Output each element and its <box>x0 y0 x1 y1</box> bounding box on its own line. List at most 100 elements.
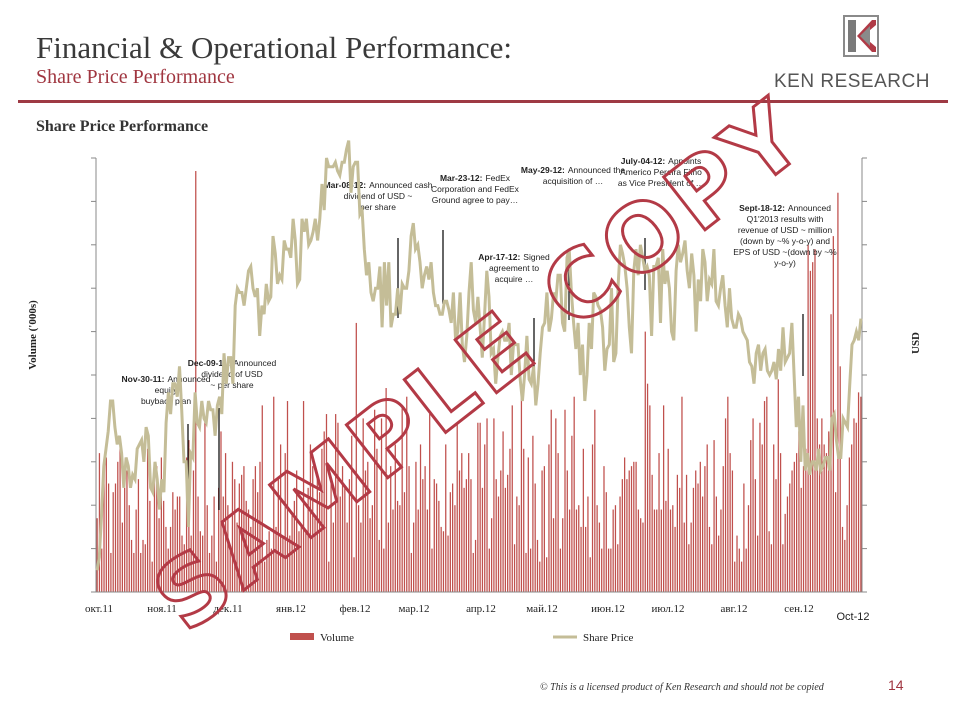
volume-bar <box>394 444 396 592</box>
volume-bar <box>637 509 640 592</box>
volume-bar <box>195 171 197 592</box>
volume-bar <box>582 448 584 592</box>
volume-bar <box>541 470 543 592</box>
volume-bar <box>724 418 727 592</box>
volume-bar <box>614 505 617 592</box>
volume-bar <box>534 483 536 592</box>
volume-bar <box>481 487 484 592</box>
volume-bar <box>119 440 121 592</box>
volume-bar <box>679 487 681 592</box>
volume-bar <box>456 422 458 592</box>
x-tick-label: апр.12 <box>466 603 496 615</box>
volume-bar <box>263 561 266 592</box>
volume-bar <box>552 518 555 592</box>
volume-bar <box>243 466 245 592</box>
annotation-date: Mar-08-12: <box>324 180 367 190</box>
volume-bar <box>511 405 513 592</box>
volume-bar <box>167 548 169 592</box>
annotation-line-text: y-o-y) <box>774 258 796 268</box>
volume-bar <box>504 487 507 592</box>
volume-bar <box>513 544 516 592</box>
volume-bar <box>649 405 651 592</box>
volume-bar <box>445 444 447 592</box>
volume-bar <box>202 535 204 592</box>
volume-bar <box>135 509 137 592</box>
volume-bar <box>128 505 130 592</box>
logo-text: KEN RESEARCH <box>774 71 930 92</box>
volume-bar <box>273 396 275 592</box>
volume-bar <box>763 401 766 592</box>
volume-bar <box>791 470 793 592</box>
volume-bar <box>564 409 566 592</box>
volume-bar <box>681 396 683 592</box>
annotation-line-text: ~ per share <box>210 380 254 390</box>
volume-bar <box>527 457 529 592</box>
volume-bar <box>133 552 135 592</box>
volume-bar <box>612 509 614 592</box>
volume-bar <box>825 453 828 592</box>
volume-bar <box>339 496 341 592</box>
annotation-line-text: Announced <box>788 203 831 213</box>
volume-bar <box>793 461 795 592</box>
volume-bar <box>507 474 509 592</box>
volume-bar <box>479 422 481 592</box>
volume-bar <box>598 522 601 592</box>
volume-bar <box>800 487 802 592</box>
volume-bar <box>353 557 355 592</box>
volume-bar <box>344 487 346 592</box>
annotation-text: Apr-17-12: Signed agreement to acquire … <box>478 252 550 284</box>
volume-bar <box>695 470 697 592</box>
volume-bar <box>112 492 114 592</box>
volume-bar <box>114 483 117 592</box>
volume-bar <box>105 457 107 592</box>
volume-bar <box>701 496 704 592</box>
volume-bar <box>818 444 821 592</box>
volume-bar <box>484 444 486 592</box>
volume-bar <box>713 440 715 592</box>
header-divider <box>18 100 948 103</box>
volume-bar <box>692 487 695 592</box>
x-tick-label-end: Oct-12 <box>836 611 869 623</box>
annotation-line-text: Announced cash <box>369 180 433 190</box>
volume-bar <box>318 492 321 592</box>
page-subtitle: Share Price Performance <box>36 66 235 88</box>
volume-bar <box>357 505 360 592</box>
volume-bar <box>731 470 734 592</box>
volume-bar <box>587 496 589 592</box>
annotation-text: Nov-30-11: Announced equity buyback plan <box>121 374 210 406</box>
annotation-date: Nov-30-11: <box>121 374 164 384</box>
volume-bar <box>674 526 676 592</box>
volume-bar <box>463 487 465 592</box>
volume-bar <box>740 561 743 592</box>
y-axis-right-label: USD <box>910 332 922 354</box>
volume-bar <box>805 448 807 592</box>
volume-bar <box>796 453 798 592</box>
volume-bar <box>204 418 206 592</box>
volume-bar <box>252 479 254 592</box>
volume-bar <box>841 526 844 592</box>
volume-bar <box>245 500 247 592</box>
volume-bar <box>312 466 314 592</box>
volume-bar <box>458 470 461 592</box>
volume-bar <box>374 409 376 592</box>
volume-bar <box>720 509 722 592</box>
volume-bar <box>172 492 174 592</box>
volume-bar <box>497 496 500 592</box>
volume-bar <box>812 262 814 592</box>
volume-bar <box>270 548 273 592</box>
legend-volume-label: Volume <box>320 632 354 644</box>
volume-bar <box>286 401 289 592</box>
volume-bar <box>399 505 401 592</box>
volume-bar <box>814 249 816 592</box>
volume-bar <box>846 505 848 592</box>
volume-bar <box>635 461 637 592</box>
volume-bar <box>486 418 488 592</box>
volume-bar <box>291 513 293 592</box>
volume-bar <box>325 414 328 592</box>
volume-bar <box>855 422 857 592</box>
volume-bar <box>642 522 644 592</box>
volume-bar <box>451 483 454 592</box>
volume-bar <box>644 331 646 592</box>
volume-bar <box>190 535 192 592</box>
volume-bar <box>562 518 564 592</box>
